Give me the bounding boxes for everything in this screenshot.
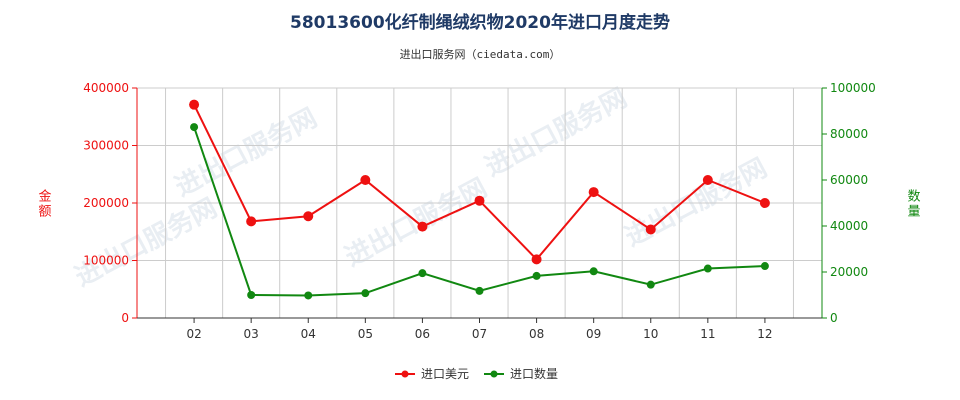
right-axis-tick-label: 20000 — [830, 265, 868, 279]
x-axis-tick-label: 11 — [700, 327, 715, 341]
chart-title: 58013600化纤制绳绒织物2020年进口月度走势 — [290, 13, 670, 33]
right-axis-tick-label: 80000 — [830, 127, 868, 141]
legend-label: 进口美元 — [421, 367, 469, 381]
data-point-usd[interactable] — [588, 187, 599, 198]
left-axis-tick-label: 200000 — [83, 196, 129, 210]
right-axis-tick-label: 0 — [830, 311, 838, 325]
left-axis-title: 金 — [38, 189, 51, 205]
data-point-usd[interactable] — [759, 198, 770, 208]
data-point-qty[interactable] — [190, 123, 199, 132]
right-axis-tick-label: 100000 — [830, 81, 876, 95]
data-point-usd[interactable] — [474, 195, 485, 206]
legend-label: 进口数量 — [510, 366, 558, 381]
left-axis-tick-label: 300000 — [83, 139, 129, 153]
right-axis-title: 数 — [907, 190, 920, 205]
data-point-usd[interactable] — [702, 175, 713, 185]
watermark-text: 进出口服务网 — [480, 83, 632, 183]
left-axis-title: 额 — [38, 205, 51, 220]
legend-marker — [490, 370, 498, 378]
x-axis-tick-label: 10 — [643, 327, 658, 341]
left-axis-tick-label: 0 — [121, 311, 129, 325]
data-point-usd[interactable] — [189, 99, 200, 110]
data-point-qty[interactable] — [418, 269, 427, 278]
x-axis-tick-label: 12 — [757, 327, 772, 341]
data-point-qty[interactable] — [703, 264, 712, 273]
x-axis-tick-label: 03 — [244, 327, 259, 341]
x-axis-tick-label: 02 — [186, 327, 201, 341]
x-axis-tick-label: 05 — [358, 327, 373, 341]
right-axis-title: 量 — [907, 205, 920, 220]
x-axis-tick-label: 07 — [472, 327, 487, 341]
data-point-qty[interactable] — [475, 286, 484, 295]
left-axis-tick-label: 100000 — [83, 254, 129, 268]
data-point-usd[interactable] — [246, 216, 257, 227]
x-axis-tick-label: 04 — [301, 327, 316, 341]
right-axis-tick-label: 60000 — [830, 173, 868, 187]
x-axis-tick-label: 08 — [529, 327, 544, 341]
data-point-usd[interactable] — [303, 211, 314, 222]
data-point-usd[interactable] — [417, 221, 428, 232]
data-point-qty[interactable] — [361, 289, 370, 298]
x-axis-tick-label: 06 — [415, 327, 430, 341]
chart-subtitle: 进出口服务网（ciedata.com） — [399, 48, 561, 61]
data-point-qty[interactable] — [760, 262, 769, 271]
data-point-qty[interactable] — [532, 271, 541, 280]
data-point-qty[interactable] — [247, 291, 256, 299]
data-point-qty[interactable] — [304, 291, 313, 300]
legend-marker — [401, 370, 409, 378]
watermark-text: 进出口服务网 — [340, 173, 492, 273]
data-point-qty[interactable] — [589, 267, 598, 276]
left-axis-tick-label: 400000 — [83, 81, 129, 95]
watermark-text: 进出口服务网 — [170, 103, 322, 203]
data-point-usd[interactable] — [645, 224, 656, 235]
x-axis-tick-label: 09 — [586, 327, 601, 341]
data-point-qty[interactable] — [646, 280, 655, 289]
data-point-usd[interactable] — [531, 254, 542, 265]
data-point-usd[interactable] — [360, 175, 371, 185]
right-axis-tick-label: 40000 — [830, 219, 868, 233]
